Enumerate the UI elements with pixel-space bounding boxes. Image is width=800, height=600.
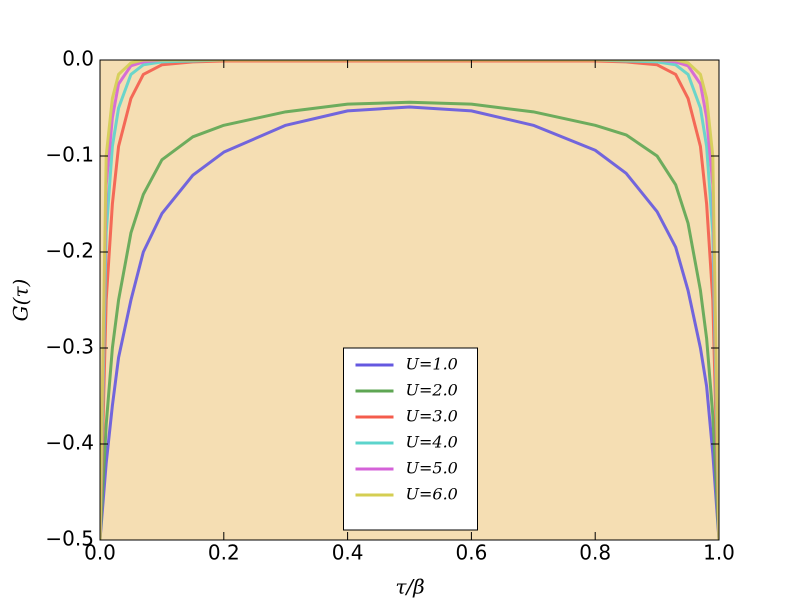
- x-tick-label: 0.8: [579, 541, 611, 565]
- plot-frame: [99, 59, 720, 541]
- x-tick-label: 1.0: [703, 541, 735, 565]
- y-tick-label: 0.0: [62, 47, 94, 71]
- y-axis-label: G(τ): [9, 279, 33, 322]
- y-tick-label: −0.5: [45, 527, 94, 551]
- y-tick-label: −0.3: [45, 335, 94, 359]
- legend-label: U=1.0: [406, 355, 458, 374]
- legend-label: U=2.0: [406, 381, 458, 400]
- x-tick-label: 0.2: [208, 541, 240, 565]
- legend-box: [343, 347, 478, 531]
- x-tick-label: 0.0: [84, 541, 116, 565]
- series-line: [100, 60, 719, 540]
- legend-label: U=5.0: [406, 459, 458, 478]
- y-tick-label: −0.1: [45, 143, 94, 167]
- x-tick-label: 0.4: [332, 541, 364, 565]
- x-tick-label: 0.6: [455, 541, 487, 565]
- y-tick-label: −0.4: [45, 431, 94, 455]
- series-line: [100, 100, 719, 540]
- series-line: [100, 60, 719, 540]
- lines: [100, 60, 719, 540]
- x-axis-label: τ/β: [395, 575, 424, 599]
- y-tick-label: −0.2: [45, 239, 94, 263]
- legend-label: U=6.0: [406, 485, 458, 504]
- legend-label: U=3.0: [406, 407, 458, 426]
- series-line: [100, 105, 719, 540]
- series-line: [100, 60, 719, 540]
- legend: U=1.0 U=2.0 U=3.0 U=4.0 U=5.0 U=6.0: [343, 347, 478, 531]
- legend-label: U=4.0: [406, 433, 458, 452]
